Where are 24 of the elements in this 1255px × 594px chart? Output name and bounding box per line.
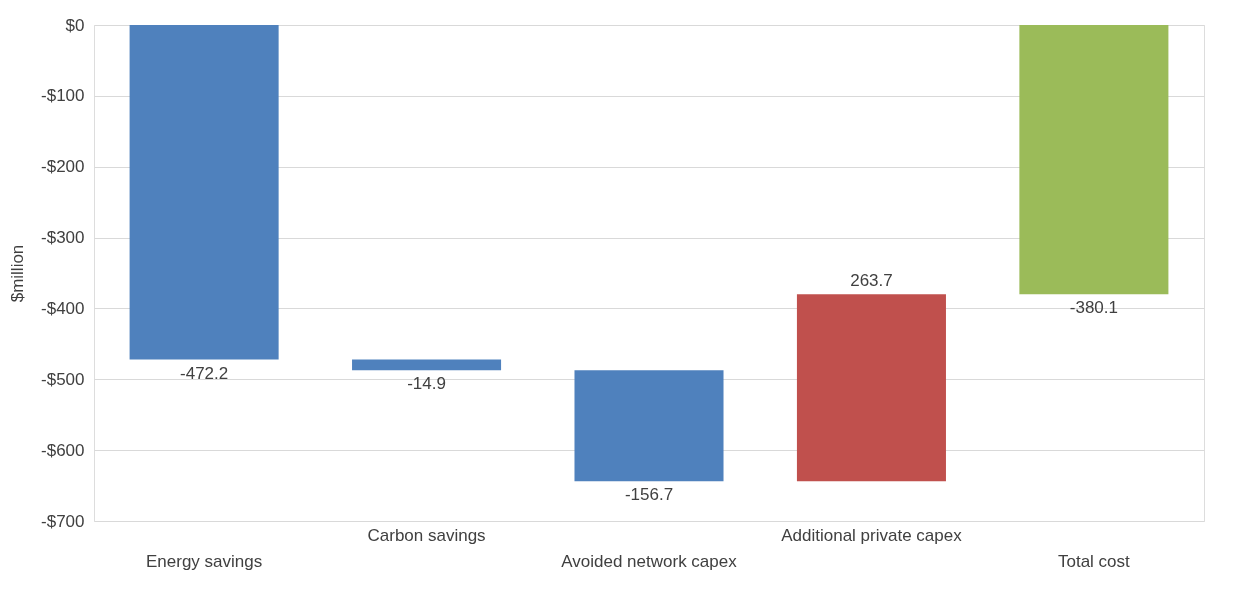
- data-label: -14.9: [407, 374, 446, 394]
- x-tick-label: Total cost: [1057, 551, 1131, 571]
- bar: [574, 370, 724, 482]
- y-tick-label: -$100: [41, 86, 85, 106]
- bar: [796, 294, 946, 482]
- x-tick-label: Additional private capex: [781, 525, 963, 545]
- y-tick-label: -$500: [41, 369, 85, 389]
- y-tick-label: -$200: [41, 157, 85, 177]
- bar: [352, 359, 502, 371]
- x-tick-label: Avoided network capex: [561, 551, 738, 571]
- data-label: 263.7: [850, 271, 893, 291]
- y-tick-label: -$700: [41, 511, 85, 531]
- y-axis-title: $million: [8, 244, 28, 303]
- bar: [129, 25, 279, 360]
- x-tick-label: Energy savings: [145, 551, 263, 571]
- y-tick-label: $0: [65, 15, 85, 35]
- y-tick-label: -$600: [41, 440, 85, 460]
- data-label: -380.1: [1069, 298, 1118, 318]
- y-tick-label: -$300: [41, 228, 85, 248]
- bar: [1019, 25, 1169, 295]
- y-tick-label: -$400: [41, 298, 85, 318]
- x-tick-label: Carbon savings: [367, 525, 486, 545]
- data-label: -156.7: [624, 485, 674, 505]
- data-label: -472.2: [180, 363, 229, 383]
